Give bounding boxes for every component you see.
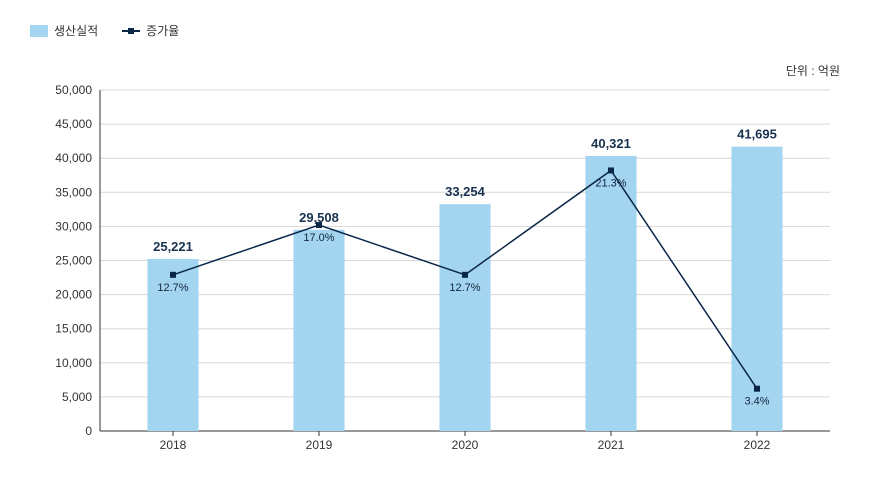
chart-svg: 0 5,000 10,000 15,000 20,000 25,000 30,000 35,0…	[40, 80, 840, 461]
legend-item-bar: 생산실적	[30, 22, 98, 39]
y-tick-label: 15,000	[55, 322, 92, 336]
y-tick-label: 10,000	[55, 356, 92, 370]
pct-label: 3.4%	[744, 396, 769, 408]
line-marker	[316, 222, 322, 228]
line-marker	[608, 167, 614, 173]
line-marker	[462, 272, 468, 278]
bar-value-label: 25,221	[153, 239, 193, 254]
y-tick-label: 40,000	[55, 151, 92, 165]
unit-text: 단위 : 억원	[786, 62, 840, 79]
legend-line-swatch	[122, 30, 140, 32]
legend-item-line: 증가율	[122, 22, 179, 39]
line-marker	[170, 272, 176, 278]
y-tick-label: 30,000	[55, 219, 92, 233]
pct-label: 12.7%	[157, 282, 188, 294]
pct-label: 12.7%	[449, 282, 480, 294]
legend-bar-label: 생산실적	[54, 22, 98, 39]
chart-plot-area: 0 5,000 10,000 15,000 20,000 25,000 30,000 35,0…	[40, 80, 840, 461]
y-tick-label: 20,000	[55, 288, 92, 302]
y-tick-label: 50,000	[55, 83, 92, 97]
x-tick-label: 2022	[744, 438, 771, 452]
pct-label: 21.3%	[595, 177, 626, 189]
bar-value-label: 33,254	[445, 184, 486, 199]
legend: 생산실적 증가율	[30, 22, 179, 39]
x-tick-label: 2018	[160, 438, 187, 452]
legend-line-label: 증가율	[146, 22, 179, 39]
line-marker	[754, 386, 760, 392]
x-tick-label: 2020	[452, 438, 479, 452]
chart-container: 생산실적 증가율 단위 : 억원 0 5,000 10,000 15,000 20,00…	[0, 0, 880, 501]
bar	[439, 204, 490, 431]
bar-value-label: 41,695	[737, 127, 777, 142]
x-tick-label: 2021	[598, 438, 625, 452]
y-tick-label: 0	[85, 424, 92, 438]
bar	[293, 230, 344, 431]
y-tick-label: 45,000	[55, 117, 92, 131]
y-tick-label: 35,000	[55, 185, 92, 199]
bar-value-label: 40,321	[591, 136, 631, 151]
y-tick-label: 5,000	[62, 390, 92, 404]
pct-label: 17.0%	[303, 232, 334, 244]
y-tick-label: 25,000	[55, 254, 92, 268]
legend-bar-swatch	[30, 25, 48, 37]
x-tick-label: 2019	[306, 438, 333, 452]
